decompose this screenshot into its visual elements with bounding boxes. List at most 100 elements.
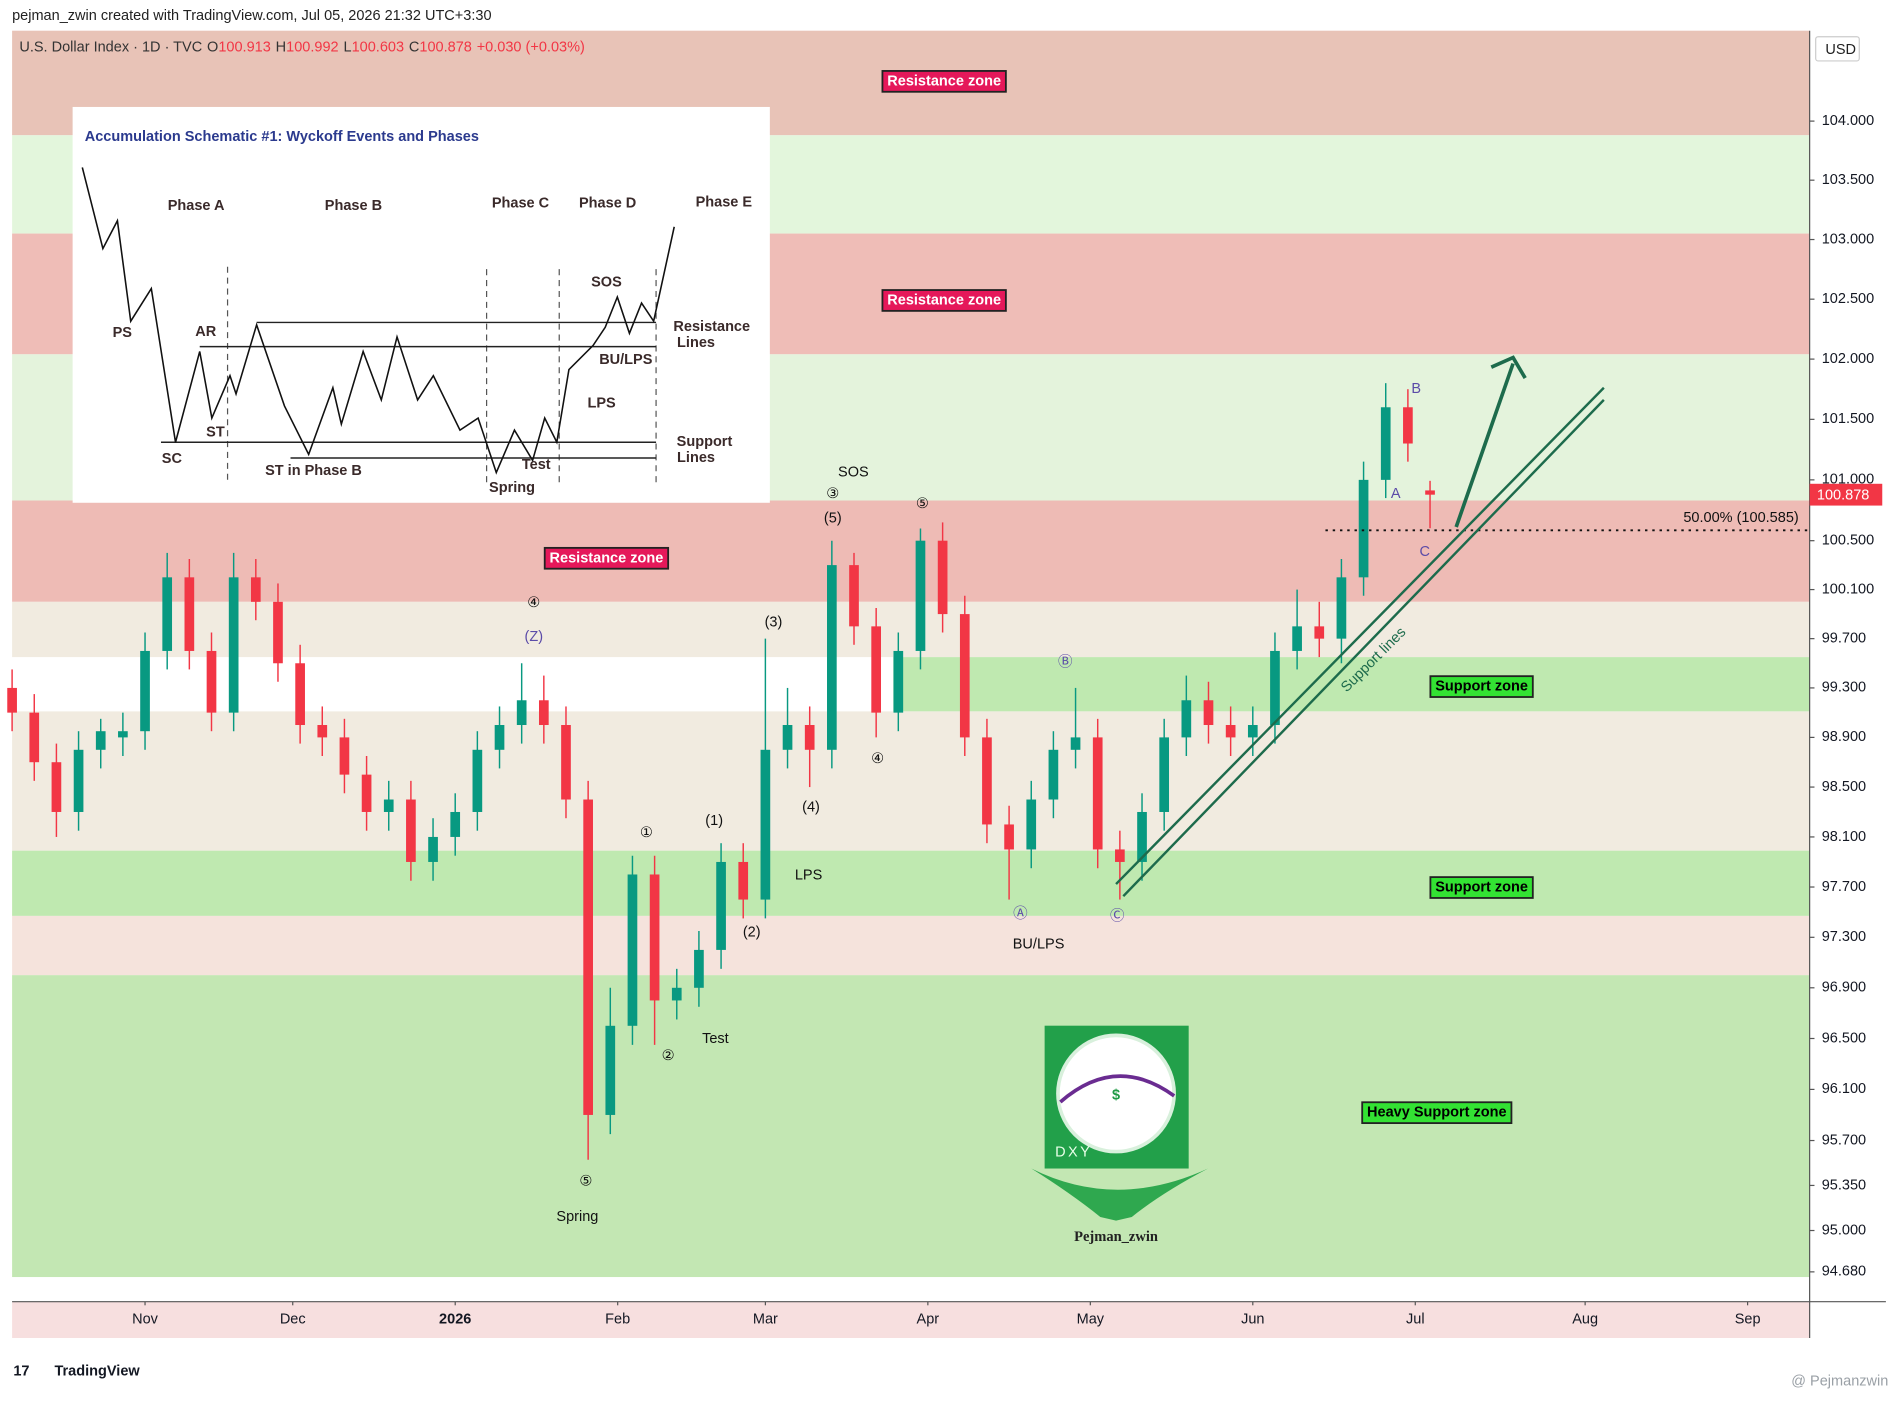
y-tick-label: 101.500 (1822, 411, 1874, 427)
y-tick-label: 95.000 (1822, 1222, 1866, 1238)
candle-body (871, 626, 882, 713)
symbol-header: U.S. Dollar Index · 1D · TVC O100.913 H100… (19, 39, 584, 55)
inset-bg (72, 106, 770, 503)
annotation: ② (662, 1048, 675, 1064)
annotation: (1) (705, 813, 723, 829)
inset-label: Phase C (492, 196, 550, 212)
x-tick-label: 2026 (439, 1312, 471, 1328)
logo-circle (1056, 1033, 1176, 1154)
inset-label: AR (195, 324, 216, 340)
inset-label: Spring (489, 480, 535, 496)
annotation: (3) (765, 614, 783, 630)
annotation: BU/LPS (1013, 936, 1065, 952)
y-tick-label: 97.300 (1822, 929, 1866, 945)
y-tick-label: 97.700 (1822, 879, 1866, 895)
candle-body (406, 799, 416, 862)
candle-body (827, 565, 837, 750)
annotation: ⑤ (579, 1174, 592, 1190)
zone-label-text: Support zone (1435, 880, 1528, 896)
x-tick-label: Feb (605, 1312, 630, 1328)
plot: 50.00% (100.585) (7, 383, 1810, 1160)
close-value: 100.878 (419, 39, 471, 55)
candle-body (804, 725, 815, 750)
candle-body (250, 577, 261, 602)
candle-body (893, 650, 904, 713)
inset-label: Phase D (579, 196, 636, 212)
candle-body (1314, 626, 1325, 639)
y-tick-label: 99.300 (1822, 680, 1866, 696)
logo-curve (1059, 1074, 1176, 1104)
inset-label: SOS (591, 274, 622, 290)
x-tick-label: Aug (1572, 1312, 1598, 1328)
inset-label: Resistance (673, 319, 750, 335)
candle-body (118, 731, 128, 738)
x-tick-label: Mar (753, 1312, 778, 1328)
arrow (1454, 362, 1515, 528)
candle-body (694, 949, 704, 988)
time-axis-bg (12, 1301, 1810, 1338)
candle-body (1225, 725, 1236, 738)
annotation: (5) (824, 510, 842, 526)
candle-body (1403, 407, 1413, 444)
candle-body (1358, 479, 1369, 578)
zone-label: Support zone (1429, 675, 1534, 698)
candle-body (162, 577, 173, 651)
candle-body (1181, 700, 1192, 738)
candle-body (760, 749, 771, 900)
zone-label: Resistance zone (543, 546, 670, 570)
candle-body (605, 1025, 616, 1115)
zone (12, 711, 1810, 851)
annotation: Spring (556, 1209, 598, 1225)
logo-swoosh (1031, 1168, 1209, 1221)
phase-dividers (226, 266, 657, 485)
y-tick-label: 96.900 (1822, 980, 1866, 996)
zone (12, 975, 1810, 1278)
zone-label-box (881, 289, 1007, 312)
currency-box (1815, 36, 1860, 62)
logo: $ DXY Pejman_zwin (1031, 1025, 1209, 1245)
footer: 17 TradingView @ Pejmanzwin (13, 1364, 1888, 1390)
zone-label-text: Resistance zone (550, 550, 664, 566)
candle-body (1048, 749, 1059, 800)
x-tick-label: Nov (132, 1312, 159, 1328)
inset-label: Test (522, 457, 551, 473)
y-tick-label: 96.500 (1822, 1030, 1866, 1046)
annotation: Ⓒ (1110, 908, 1125, 925)
candle-body (7, 687, 17, 713)
symbol: U.S. Dollar Index · 1D · TVC (19, 39, 202, 55)
logo-dollar: $ (1112, 1088, 1120, 1104)
inset-label: ST (206, 424, 225, 440)
x-tick-label: Sep (1735, 1312, 1761, 1328)
candle-body (184, 577, 195, 651)
y-tick-label: 101.000 (1822, 472, 1874, 488)
candle-body (295, 663, 305, 726)
candle-body (1137, 811, 1147, 862)
inset-label: Lines (677, 335, 715, 351)
candle-body (450, 811, 461, 837)
x-tick-label: Jul (1406, 1312, 1425, 1328)
annotation: (Z) (525, 629, 544, 645)
support-line (1115, 386, 1605, 885)
candle-body (273, 601, 283, 664)
open-label: O (207, 39, 218, 55)
currency: USD (1825, 42, 1856, 58)
candle-body (317, 725, 328, 738)
candle-body (738, 861, 749, 900)
candle-body (361, 774, 372, 812)
inset-label: BU/LPS (599, 352, 653, 368)
annotation: (2) (743, 924, 761, 940)
x-tick-label: Dec (280, 1312, 306, 1328)
inset-labels: Phase A Phase B Phase C Phase D Phase E PS AR S… (113, 194, 753, 496)
candle-body (494, 725, 505, 750)
zone-label-text: Resistance zone (887, 73, 1001, 89)
annotation: C (1419, 544, 1429, 560)
y-tick-label: 98.500 (1822, 779, 1866, 795)
zone (12, 500, 1810, 602)
tv-mark: 17 (13, 1364, 29, 1380)
candle-body (915, 540, 926, 651)
last-price: 100.878 (1817, 488, 1869, 504)
candle-body (982, 737, 992, 825)
candle-body (1026, 799, 1037, 850)
